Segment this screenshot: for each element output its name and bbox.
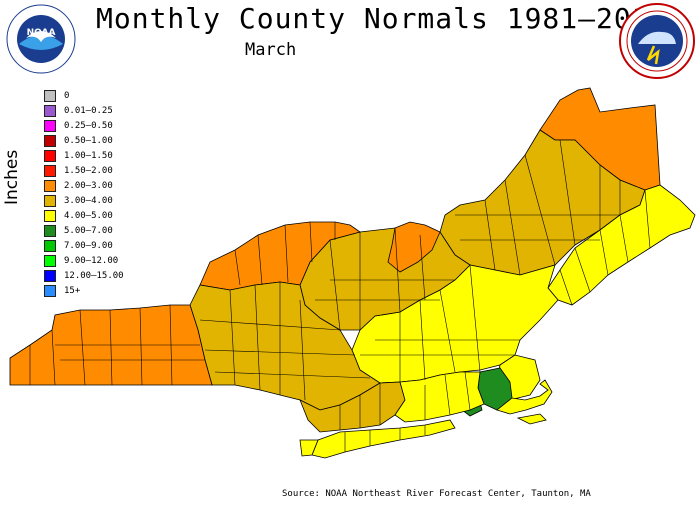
legend-label: 7.00–9.00 <box>64 240 113 251</box>
legend-label: 5.00–7.00 <box>64 225 113 236</box>
region-adirondack-high <box>387 221 441 273</box>
legend-swatch <box>44 89 56 102</box>
month-label: March <box>245 40 297 60</box>
legend-item: 12.00–15.00 <box>44 268 124 283</box>
legend-item: 15+ <box>44 283 124 298</box>
legend: 0 0.01–0.25 0.25–0.50 0.50–1.00 1.00–1.5… <box>44 88 124 298</box>
legend-swatch <box>44 254 56 267</box>
legend-label: 0.50–1.00 <box>64 135 113 146</box>
legend-item: 9.00–12.00 <box>44 253 124 268</box>
legend-label: 15+ <box>64 285 81 296</box>
region-islands <box>516 413 547 425</box>
legend-swatch <box>44 209 56 222</box>
legend-label: 9.00–12.00 <box>64 255 119 266</box>
legend-item: 7.00–9.00 <box>44 238 124 253</box>
legend-item: 2.00–3.00 <box>44 178 124 193</box>
noaa-logo: NOAA <box>6 4 76 74</box>
county-boundaries <box>29 139 651 452</box>
legend-swatch <box>44 164 56 177</box>
legend-swatch <box>44 269 56 282</box>
legend-swatch <box>44 119 56 132</box>
legend-item: 3.00–4.00 <box>44 193 124 208</box>
legend-item: 0.01–0.25 <box>44 103 124 118</box>
legend-label: 2.00–3.00 <box>64 180 113 191</box>
legend-item: 4.00–5.00 <box>44 208 124 223</box>
legend-item: 0 <box>44 88 124 103</box>
legend-swatch <box>44 149 56 162</box>
legend-swatch <box>44 134 56 147</box>
legend-item: 1.00–1.50 <box>44 148 124 163</box>
legend-swatch <box>44 104 56 117</box>
legend-swatch <box>44 194 56 207</box>
legend-label: 1.50–2.00 <box>64 165 113 176</box>
region-long-island <box>311 419 456 459</box>
units-label: Inches <box>2 149 22 205</box>
region-connecticut <box>394 371 485 423</box>
legend-item: 5.00–7.00 <box>44 223 124 238</box>
legend-item: 1.50–2.00 <box>44 163 124 178</box>
legend-label: 1.00–1.50 <box>64 150 113 161</box>
legend-swatch <box>44 239 56 252</box>
legend-label: 3.00–4.00 <box>64 195 113 206</box>
legend-swatch <box>44 224 56 237</box>
source-credit: Source: NOAA Northeast River Forecast Ce… <box>282 489 591 499</box>
legend-label: 4.00–5.00 <box>64 210 113 221</box>
legend-swatch <box>44 179 56 192</box>
legend-label: 0.25–0.50 <box>64 120 113 131</box>
legend-label: 0 <box>64 90 70 101</box>
nws-logo <box>619 3 695 79</box>
svg-text:NOAA: NOAA <box>27 28 56 38</box>
region-nyc <box>299 439 319 457</box>
legend-item: 0.50–1.00 <box>44 133 124 148</box>
legend-item: 0.25–0.50 <box>44 118 124 133</box>
region-cape-cod <box>496 379 553 415</box>
legend-label: 12.00–15.00 <box>64 270 124 281</box>
legend-label: 0.01–0.25 <box>64 105 113 116</box>
map-title: Monthly County Normals 1981–2010 <box>96 2 668 35</box>
legend-swatch <box>44 284 56 297</box>
